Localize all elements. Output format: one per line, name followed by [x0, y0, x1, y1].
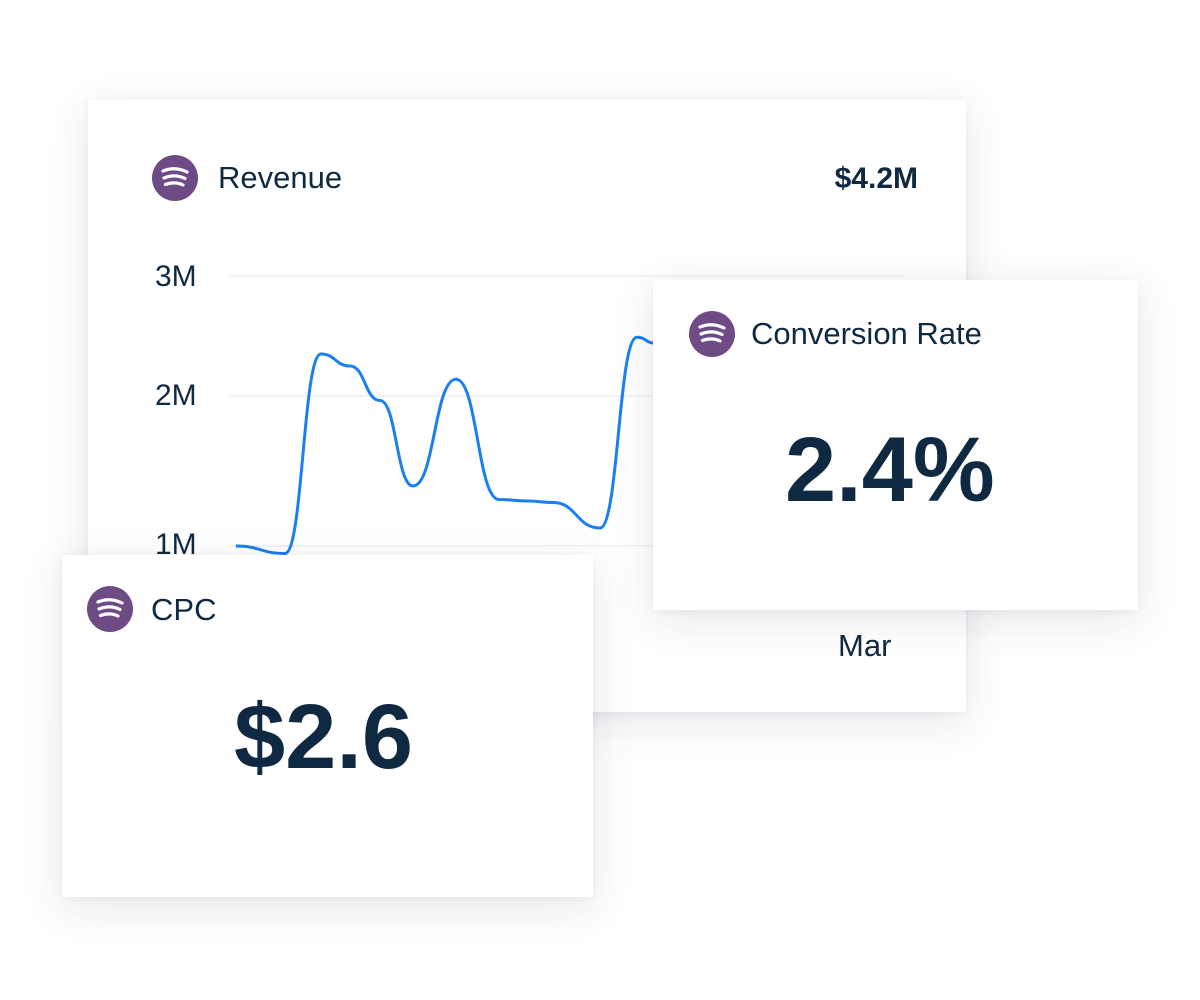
conversion-rate-card: Conversion Rate 2.4%	[653, 280, 1138, 610]
cpc-title: CPC	[151, 592, 217, 627]
revenue-title: Revenue	[218, 160, 343, 195]
cpc-value: $2.6	[234, 686, 414, 788]
cpc-card: CPC $2.6	[62, 555, 593, 897]
spotify-icon	[87, 586, 133, 632]
revenue-total: $4.2M	[834, 162, 918, 195]
spotify-icon	[689, 311, 735, 357]
x-tick-label: Mar	[838, 628, 892, 663]
y-tick-label: 2M	[155, 379, 197, 412]
conversion-rate-value: 2.4%	[785, 419, 995, 521]
spotify-icon	[152, 155, 198, 201]
revenue-series-line	[235, 335, 656, 556]
y-tick-label: 3M	[155, 260, 197, 293]
conversion-rate-title: Conversion Rate	[751, 316, 982, 351]
